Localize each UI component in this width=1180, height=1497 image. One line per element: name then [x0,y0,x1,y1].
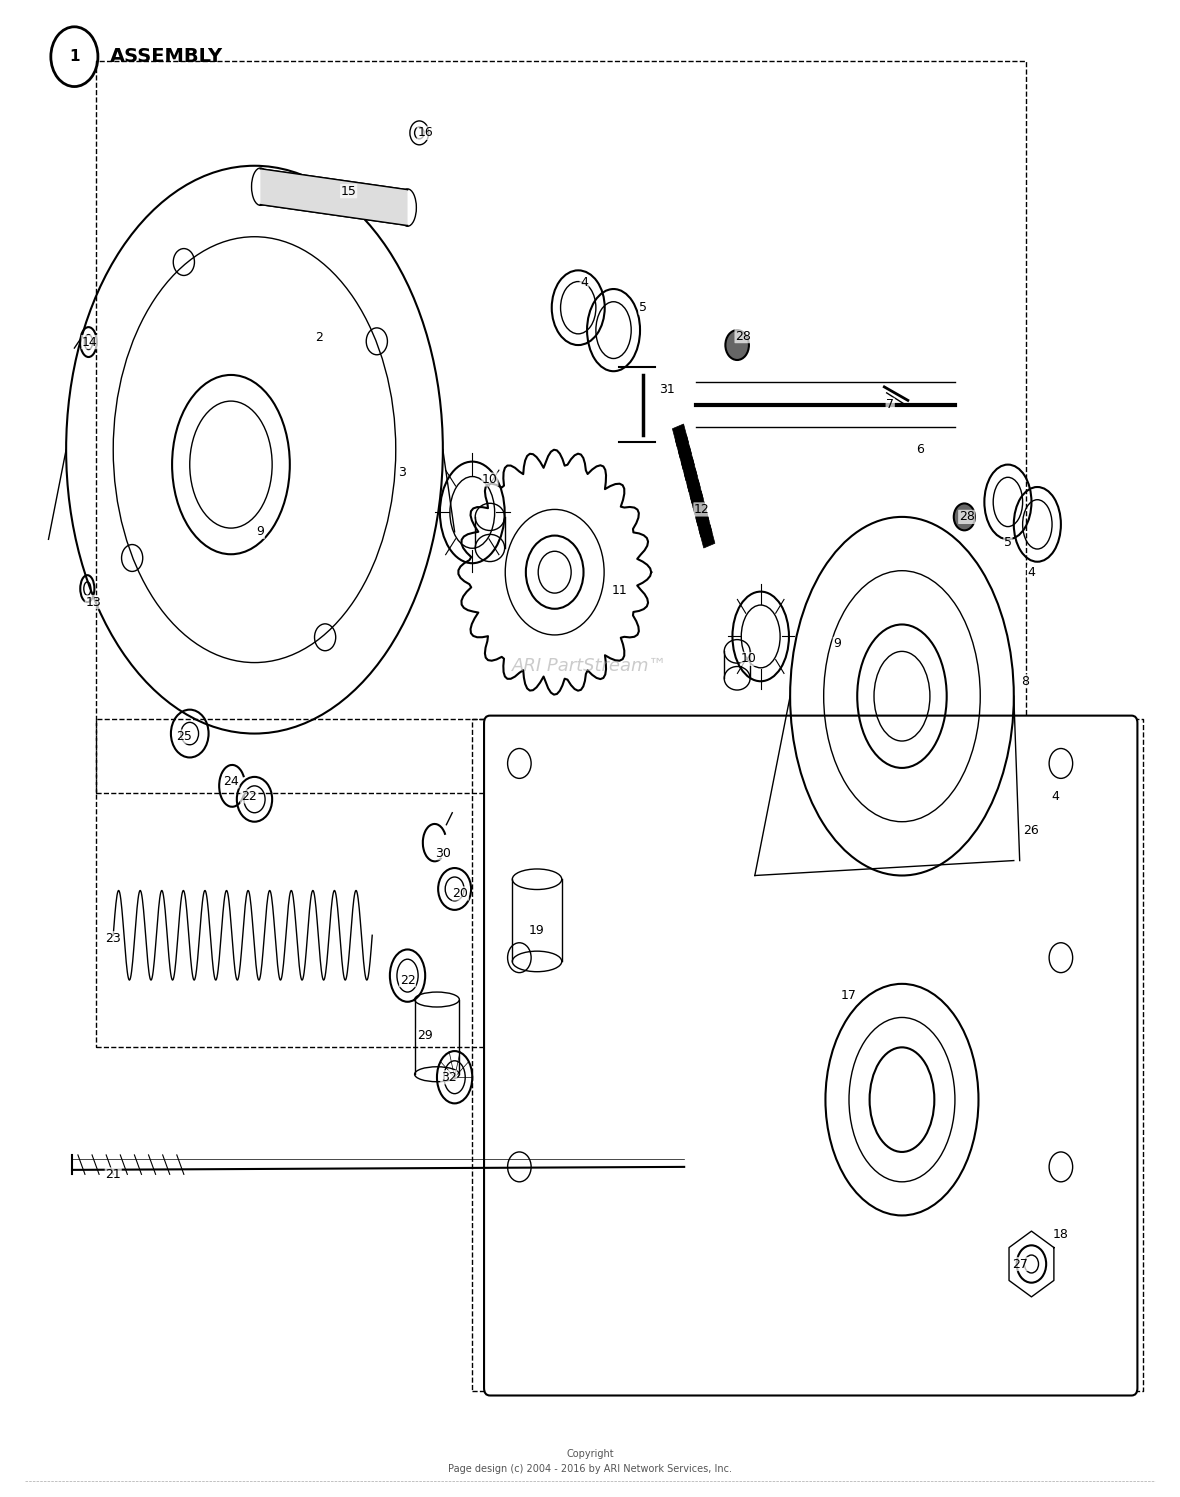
Text: 27: 27 [1011,1257,1028,1271]
Text: 11: 11 [611,584,628,597]
Text: 3: 3 [398,466,406,479]
Bar [678,446,694,470]
Text: 14: 14 [81,335,98,349]
Text: 29: 29 [418,1028,433,1042]
Bar [693,503,709,525]
Text: ASSEMBLY: ASSEMBLY [110,48,223,66]
Text: 4: 4 [1028,566,1035,579]
Text: 7: 7 [886,398,894,412]
Text: 28: 28 [735,329,750,343]
Text: 4: 4 [1051,790,1058,802]
Text: 31: 31 [658,383,675,397]
Bar [687,481,703,503]
Text: 21: 21 [105,1168,122,1181]
Text: 2: 2 [315,331,323,344]
Text: 20: 20 [453,886,468,900]
Text: 25: 25 [176,731,192,743]
Text: 4: 4 [581,275,588,289]
Text: 5: 5 [640,301,647,314]
Bar [690,491,706,515]
Ellipse shape [953,503,975,530]
Text: 5: 5 [1004,536,1012,549]
Text: 15: 15 [341,184,356,198]
FancyBboxPatch shape [484,716,1138,1395]
Text: 9: 9 [833,638,841,650]
Text: 9: 9 [256,525,264,539]
Text: 1: 1 [70,49,79,64]
Text: 24: 24 [223,775,238,787]
Text: ARI PartStream™: ARI PartStream™ [512,657,668,675]
Text: 30: 30 [435,847,451,859]
Text: 10: 10 [741,653,756,665]
Text: 16: 16 [418,126,433,139]
Bar [675,436,691,458]
Text: 22: 22 [400,973,415,987]
Polygon shape [261,169,407,226]
Text: 22: 22 [241,790,256,802]
Bar [681,458,697,481]
Text: 32: 32 [441,1070,457,1084]
Text: 13: 13 [85,596,101,609]
Bar [684,469,700,493]
Text: 19: 19 [529,924,545,937]
Text: 8: 8 [1022,675,1030,687]
Ellipse shape [726,331,749,359]
Text: Page design (c) 2004 - 2016 by ARI Network Services, Inc.: Page design (c) 2004 - 2016 by ARI Netwo… [448,1464,732,1473]
Text: 23: 23 [105,931,122,945]
Bar [699,525,715,548]
Text: 26: 26 [1023,825,1040,837]
Bar [696,513,712,537]
Bar [673,424,688,448]
Text: 18: 18 [1053,1228,1069,1241]
Text: 10: 10 [481,473,498,487]
Text: 28: 28 [959,510,975,524]
Text: 17: 17 [841,988,857,1001]
Text: 12: 12 [694,503,709,516]
Text: 6: 6 [916,443,924,457]
Text: Copyright: Copyright [566,1449,614,1458]
